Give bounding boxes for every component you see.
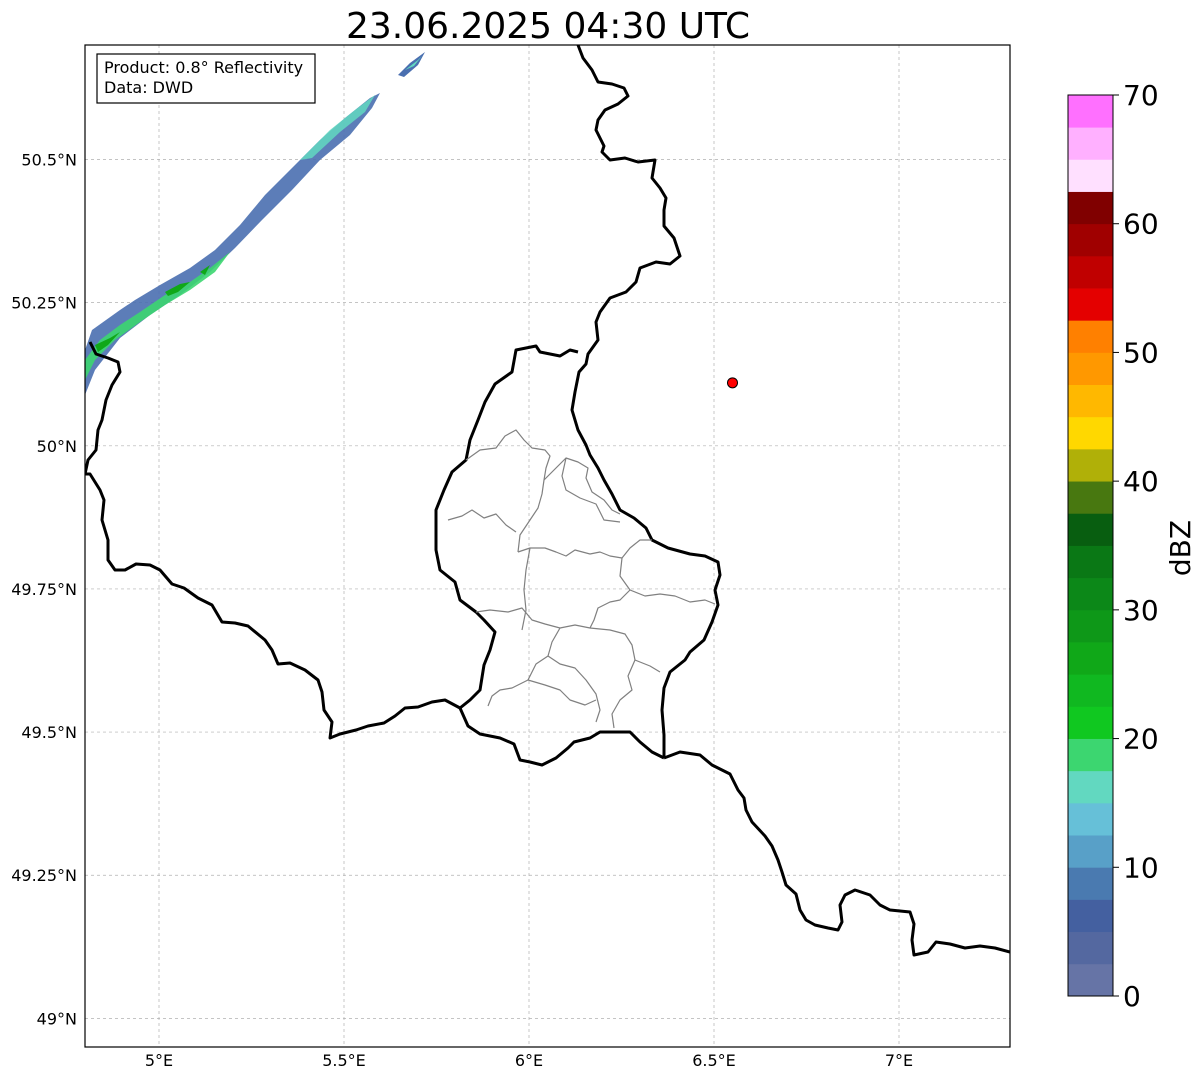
colorbar-band: [1068, 546, 1113, 579]
colorbar-band: [1068, 481, 1113, 514]
info-box: Product: 0.8° Reflectivity Data: DWD: [97, 54, 315, 103]
colorbar-tick-label: 40: [1123, 465, 1159, 498]
colorbar-ticks: 0 10 20 30 40 50 60 70: [1113, 79, 1159, 1013]
latitude-tick-label: 50.5°N: [21, 151, 77, 170]
colorbar-band: [1068, 739, 1113, 772]
latitude-tick-labels: 50.5°N 50.25°N 50°N 49.75°N 49.5°N 49.25°N 49°…: [11, 151, 77, 1029]
colorbar-tick-label: 10: [1123, 851, 1159, 884]
map-axes: 5°E 5.5°E 6°E 6.5°E 7°E 50.5°N 50.25°N 50°N 49.…: [11, 45, 1010, 1070]
colorbar-tick-label: 60: [1123, 208, 1159, 241]
longitude-tick-label: 6°E: [515, 1051, 543, 1070]
colorbar-band: [1068, 449, 1113, 482]
info-data-text: Data: DWD: [104, 78, 193, 97]
colorbar-band: [1068, 192, 1113, 225]
colorbar-band: [1068, 159, 1113, 192]
colorbar-band: [1068, 288, 1113, 321]
longitude-tick-labels: 5°E 5.5°E 6°E 6.5°E 7°E: [145, 1051, 913, 1070]
colorbar-band: [1068, 803, 1113, 836]
longitude-tick-label: 5.5°E: [322, 1051, 366, 1070]
info-product-text: Product: 0.8° Reflectivity: [104, 58, 303, 77]
longitude-tick-label: 7°E: [885, 1051, 913, 1070]
latitude-tick-label: 49.5°N: [21, 723, 77, 742]
colorbar-band: [1068, 385, 1113, 418]
latitude-tick-label: 50°N: [37, 437, 77, 456]
location-marker: [728, 378, 738, 388]
colorbar-bands: [1068, 95, 1113, 996]
colorbar-band: [1068, 95, 1113, 128]
colorbar-band: [1068, 835, 1113, 868]
colorbar-band: [1068, 256, 1113, 289]
marker-layer: [728, 378, 738, 388]
colorbar-band: [1068, 899, 1113, 932]
colorbar-band: [1068, 642, 1113, 675]
colorbar-tick-label: 30: [1123, 594, 1159, 627]
colorbar-band: [1068, 674, 1113, 707]
colorbar-tick-label: 70: [1123, 79, 1159, 112]
longitude-tick-label: 6.5°E: [692, 1051, 736, 1070]
colorbar-band: [1068, 224, 1113, 257]
colorbar-band: [1068, 964, 1113, 997]
colorbar-tick-label: 50: [1123, 336, 1159, 369]
colorbar-band: [1068, 706, 1113, 739]
colorbar-band: [1068, 320, 1113, 353]
colorbar-tick-label: 20: [1123, 723, 1159, 756]
colorbar-band: [1068, 127, 1113, 160]
colorbar-band: [1068, 932, 1113, 965]
latitude-tick-label: 49.25°N: [11, 866, 77, 885]
colorbar-band: [1068, 578, 1113, 611]
map-title: 23.06.2025 04:30 UTC: [346, 6, 750, 47]
colorbar-band: [1068, 867, 1113, 900]
colorbar: 0 10 20 30 40 50 60 70 dBZ: [1068, 79, 1197, 1013]
colorbar-label: dBZ: [1164, 520, 1197, 576]
colorbar-band: [1068, 610, 1113, 643]
colorbar-band: [1068, 417, 1113, 450]
colorbar-band: [1068, 352, 1113, 385]
longitude-tick-label: 5°E: [145, 1051, 173, 1070]
colorbar-band: [1068, 513, 1113, 546]
colorbar-tick-label: 0: [1123, 980, 1141, 1013]
latitude-tick-label: 49°N: [37, 1009, 77, 1028]
latitude-tick-label: 49.75°N: [11, 580, 77, 599]
latitude-tick-label: 50.25°N: [11, 294, 77, 313]
colorbar-band: [1068, 771, 1113, 804]
